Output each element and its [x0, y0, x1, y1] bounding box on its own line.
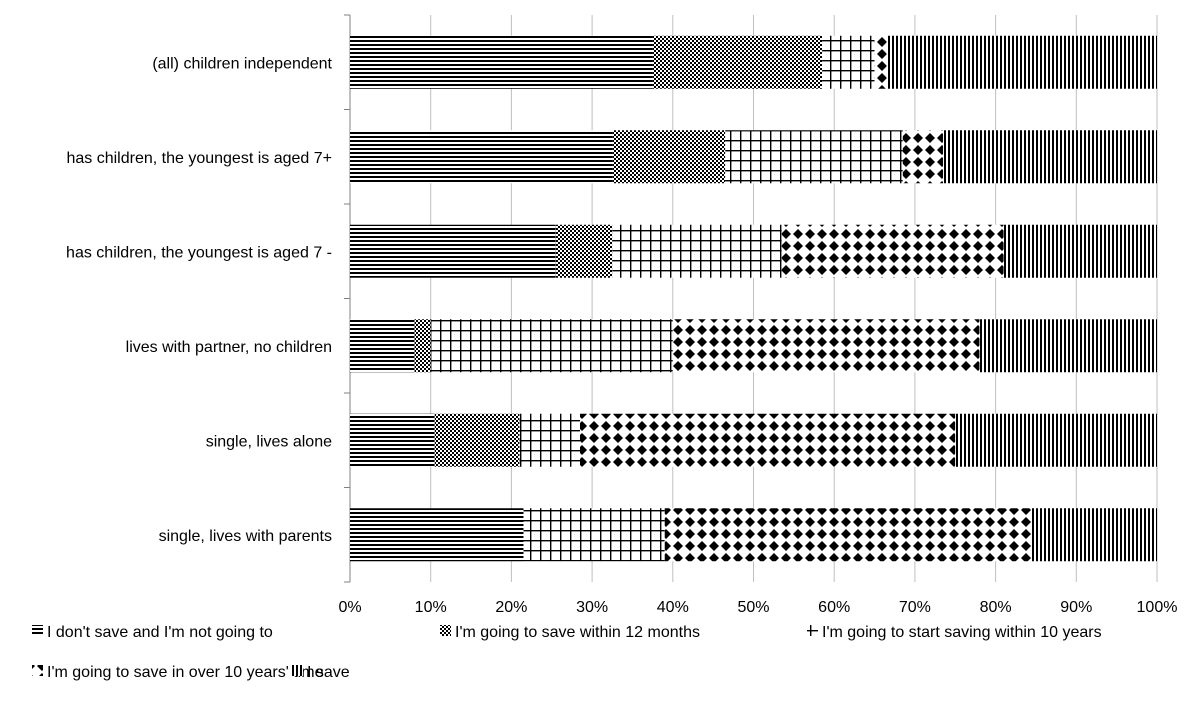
- bar-segment: [781, 224, 1004, 278]
- legend-swatch: [32, 625, 43, 636]
- bar-segment: [350, 224, 556, 278]
- x-tick-label: 70%: [899, 599, 931, 616]
- axes: [344, 14, 351, 583]
- bar-segment: [434, 413, 520, 467]
- x-tick-label: 90%: [1060, 599, 1092, 616]
- bar-segment: [1003, 224, 1157, 278]
- bar-segment: [612, 130, 726, 184]
- x-tick-label: 40%: [657, 599, 689, 616]
- legend-label: I don't save and I'm not going to: [47, 624, 273, 641]
- legend-swatch: [440, 625, 451, 636]
- category-label: (all) children independent: [152, 55, 332, 72]
- x-tick-label: 10%: [415, 599, 447, 616]
- bar-segment: [955, 413, 1157, 467]
- category-labels: (all) children independent has children, …: [66, 55, 333, 545]
- bar-segment: [822, 35, 875, 89]
- bar-segment: [579, 413, 956, 467]
- legend-swatch: [32, 665, 43, 676]
- bar-segment: [1031, 508, 1157, 562]
- bar-segment: [350, 35, 653, 89]
- category-label: has children, the youngest is aged 7+: [66, 150, 332, 167]
- legend-swatch: [807, 625, 818, 636]
- bar-segment: [672, 319, 980, 373]
- bar-segment: [350, 413, 435, 467]
- legend-label: I'm going to save within 12 months: [455, 624, 700, 641]
- x-tick-label: 80%: [980, 599, 1012, 616]
- bar-segment: [350, 508, 524, 562]
- x-tick-label: 50%: [737, 599, 769, 616]
- legend-swatch: [292, 665, 303, 676]
- legend-label: I'm going to save in over 10 years' time: [47, 664, 324, 681]
- bar-segment: [519, 413, 580, 467]
- bar-segment: [430, 319, 673, 373]
- x-tick-label: 0%: [338, 599, 361, 616]
- bar-segment: [725, 130, 903, 184]
- bar-segment: [664, 508, 1032, 562]
- bar-segment: [874, 35, 887, 89]
- bar-segment: [979, 319, 1157, 373]
- bar-segment: [555, 224, 613, 278]
- legend-label: I save: [307, 664, 350, 681]
- bar-segment: [652, 35, 823, 89]
- x-tick-label: 20%: [495, 599, 527, 616]
- bar-segment: [414, 319, 431, 373]
- bar-segment: [350, 319, 415, 373]
- bar-segment: [612, 224, 782, 278]
- bar-segment: [886, 35, 1157, 89]
- bar-segment: [523, 508, 665, 562]
- x-tick-label: 100%: [1137, 599, 1178, 616]
- bar-segment: [350, 130, 613, 184]
- bar-segment: [943, 130, 1157, 184]
- bar-segment: [902, 130, 944, 184]
- x-tick-labels: 0% 10% 20% 30% 40% 50% 60% 70% 80% 90% 100%: [338, 599, 1177, 616]
- category-label: has children, the youngest is aged 7 -: [66, 244, 332, 261]
- category-label: single, lives with parents: [159, 528, 332, 545]
- legend: I don't save and I'm not going to I'm goi…: [32, 624, 1102, 681]
- category-label: single, lives alone: [206, 433, 332, 450]
- legend-label: I'm going to start saving within 10 year…: [822, 624, 1102, 641]
- x-tick-label: 60%: [818, 599, 850, 616]
- x-tick-label: 30%: [576, 599, 608, 616]
- category-label: lives with partner, no children: [126, 339, 332, 356]
- gridlines: [430, 15, 1158, 582]
- bars: [350, 35, 1157, 562]
